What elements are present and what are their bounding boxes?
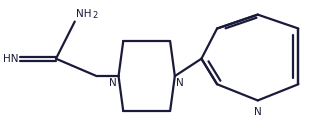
Text: NH: NH [76,9,92,19]
Text: N: N [109,78,117,88]
Text: N: N [177,78,184,88]
Text: 2: 2 [92,11,97,20]
Text: HN: HN [3,54,18,64]
Text: N: N [254,107,262,117]
